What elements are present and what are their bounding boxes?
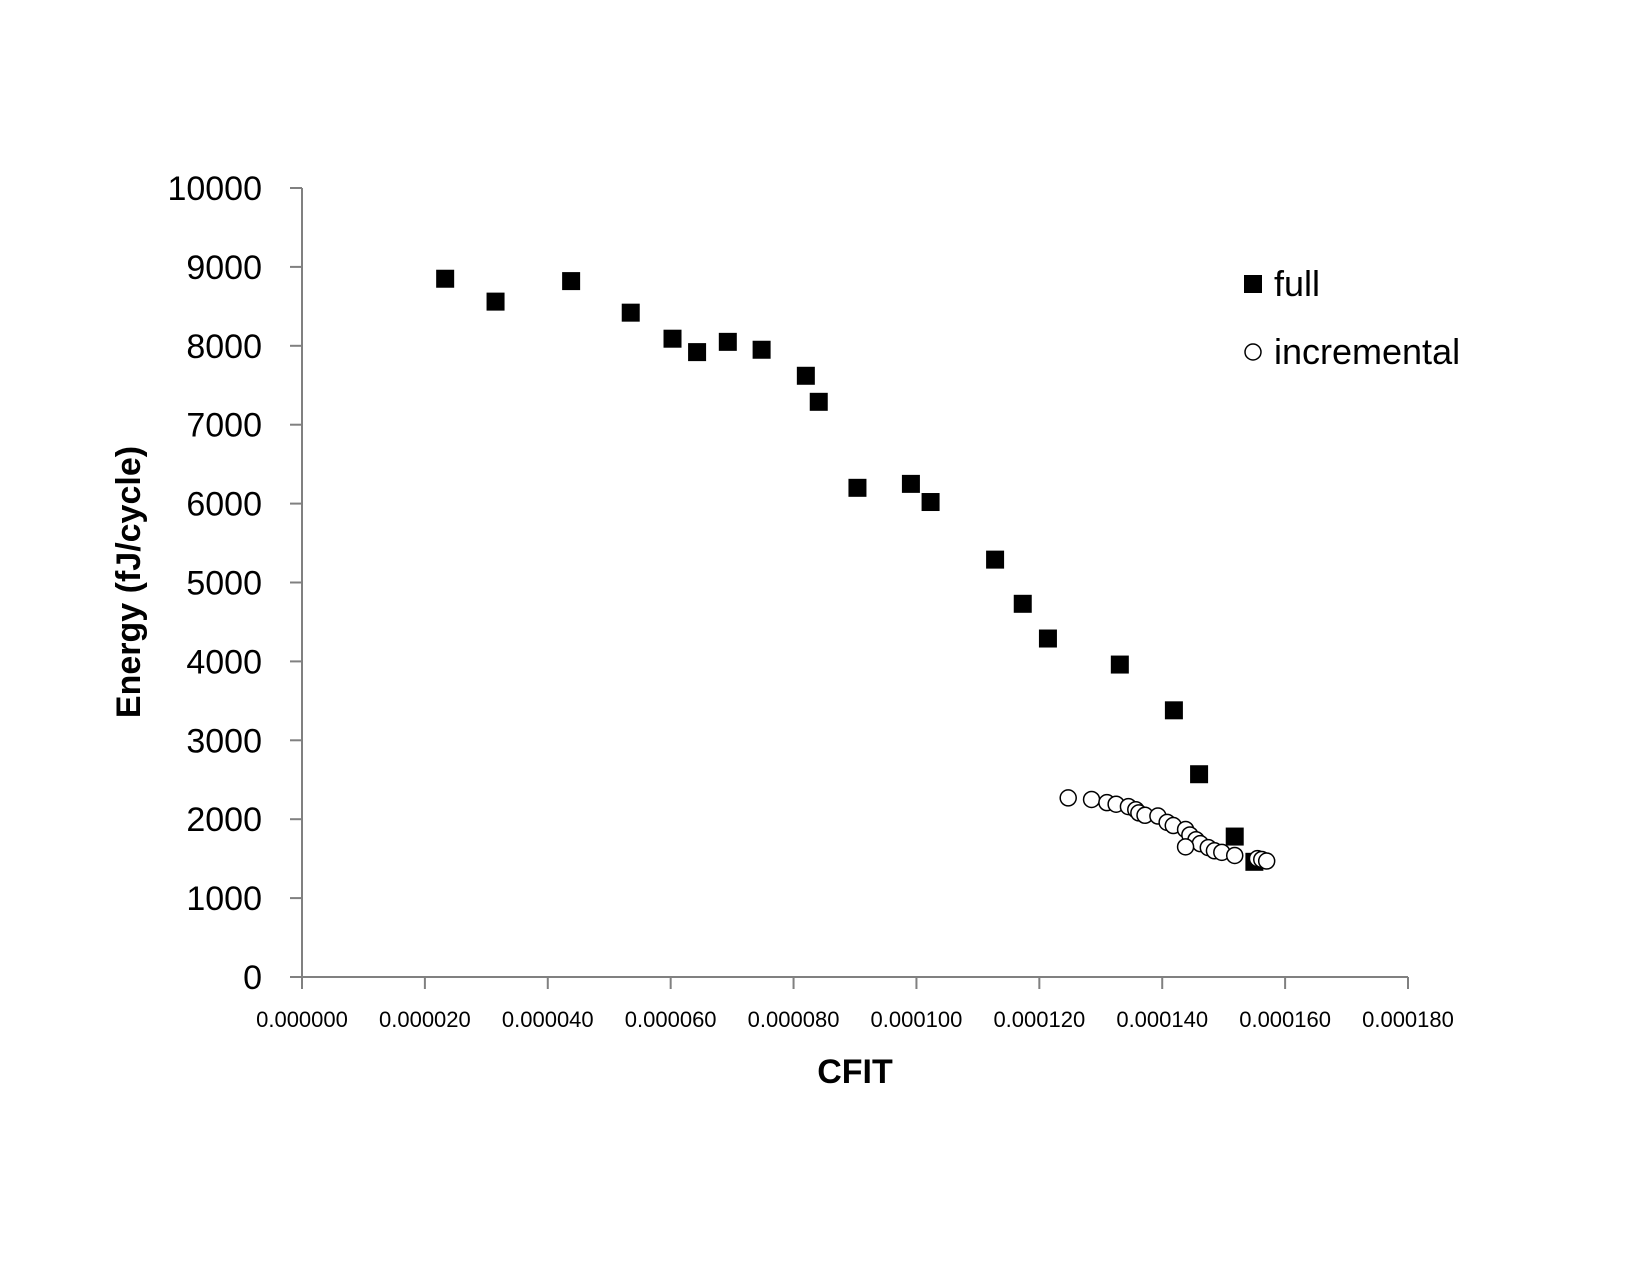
y-tick-label: 9000: [186, 249, 262, 287]
data-point-incremental: [1059, 789, 1077, 807]
legend-label-full: full: [1274, 263, 1320, 304]
y-tick-label: 7000: [186, 407, 262, 445]
y-tick-label: 2000: [186, 801, 262, 839]
data-point-full: [901, 474, 920, 493]
data-point-full: [986, 550, 1005, 569]
data-point-full: [1013, 594, 1032, 613]
x-tick-label: 0.000000: [256, 1007, 348, 1032]
x-tick-label: 0.000160: [1239, 1007, 1331, 1032]
legend-label-incremental: incremental: [1274, 331, 1460, 372]
data-point-full: [809, 392, 828, 411]
y-tick-label: 0: [243, 959, 262, 997]
data-point-incremental: [1082, 790, 1101, 809]
y-tick-label: 3000: [186, 722, 262, 760]
y-ticks: 0 1000 2000 3000 4000 5000 6000 7000 8000 9000 100…: [167, 170, 302, 997]
data-point-full: [848, 478, 867, 497]
data-point-full: [486, 292, 505, 311]
data-point-incremental: [1257, 852, 1276, 870]
data-point-full: [1190, 765, 1209, 784]
data-point-full: [921, 493, 940, 512]
x-tick-label: 0.000020: [379, 1007, 471, 1032]
series-incremental: [1059, 789, 1276, 870]
data-point-full: [562, 272, 581, 291]
legend: full incremental: [1244, 263, 1460, 372]
data-point-full: [688, 343, 707, 362]
y-tick-label: 4000: [186, 643, 262, 681]
data-point-full: [1164, 701, 1183, 720]
legend-marker-full: [1244, 275, 1262, 293]
data-point-full: [1225, 827, 1244, 846]
y-tick-label: 6000: [186, 486, 262, 524]
data-point-full: [752, 340, 771, 359]
x-axis-title: CFIT: [817, 1053, 893, 1091]
x-ticks: 0.000000 0.000020 0.000040 0.000060 0.000080…: [256, 977, 1454, 1032]
y-axis-title: Energy (fJ/cycle): [110, 446, 148, 718]
legend-marker-incremental: [1244, 343, 1262, 361]
data-point-full: [1110, 655, 1129, 674]
y-tick-label: 10000: [167, 170, 262, 208]
data-point-incremental: [1176, 838, 1195, 856]
x-tick-label: 0.000100: [871, 1007, 963, 1032]
data-point-full: [796, 366, 815, 385]
data-point-full: [1038, 629, 1057, 648]
data-point-incremental: [1225, 846, 1244, 865]
x-tick-label: 0.000080: [748, 1007, 840, 1032]
y-tick-label: 5000: [186, 565, 262, 603]
data-point-full: [663, 329, 682, 348]
series-layer: [436, 269, 1276, 871]
y-tick-label: 1000: [186, 880, 262, 918]
y-tick-label: 8000: [186, 328, 262, 366]
x-tick-label: 0.000120: [993, 1007, 1085, 1032]
x-tick-label: 0.000040: [502, 1007, 594, 1032]
x-tick-label: 0.000180: [1362, 1007, 1454, 1032]
x-tick-label: 0.000060: [625, 1007, 717, 1032]
series-full: [436, 269, 1264, 871]
data-point-full: [718, 332, 737, 351]
data-point-full: [621, 303, 640, 322]
data-point-full: [436, 269, 455, 288]
x-tick-label: 0.000140: [1116, 1007, 1208, 1032]
